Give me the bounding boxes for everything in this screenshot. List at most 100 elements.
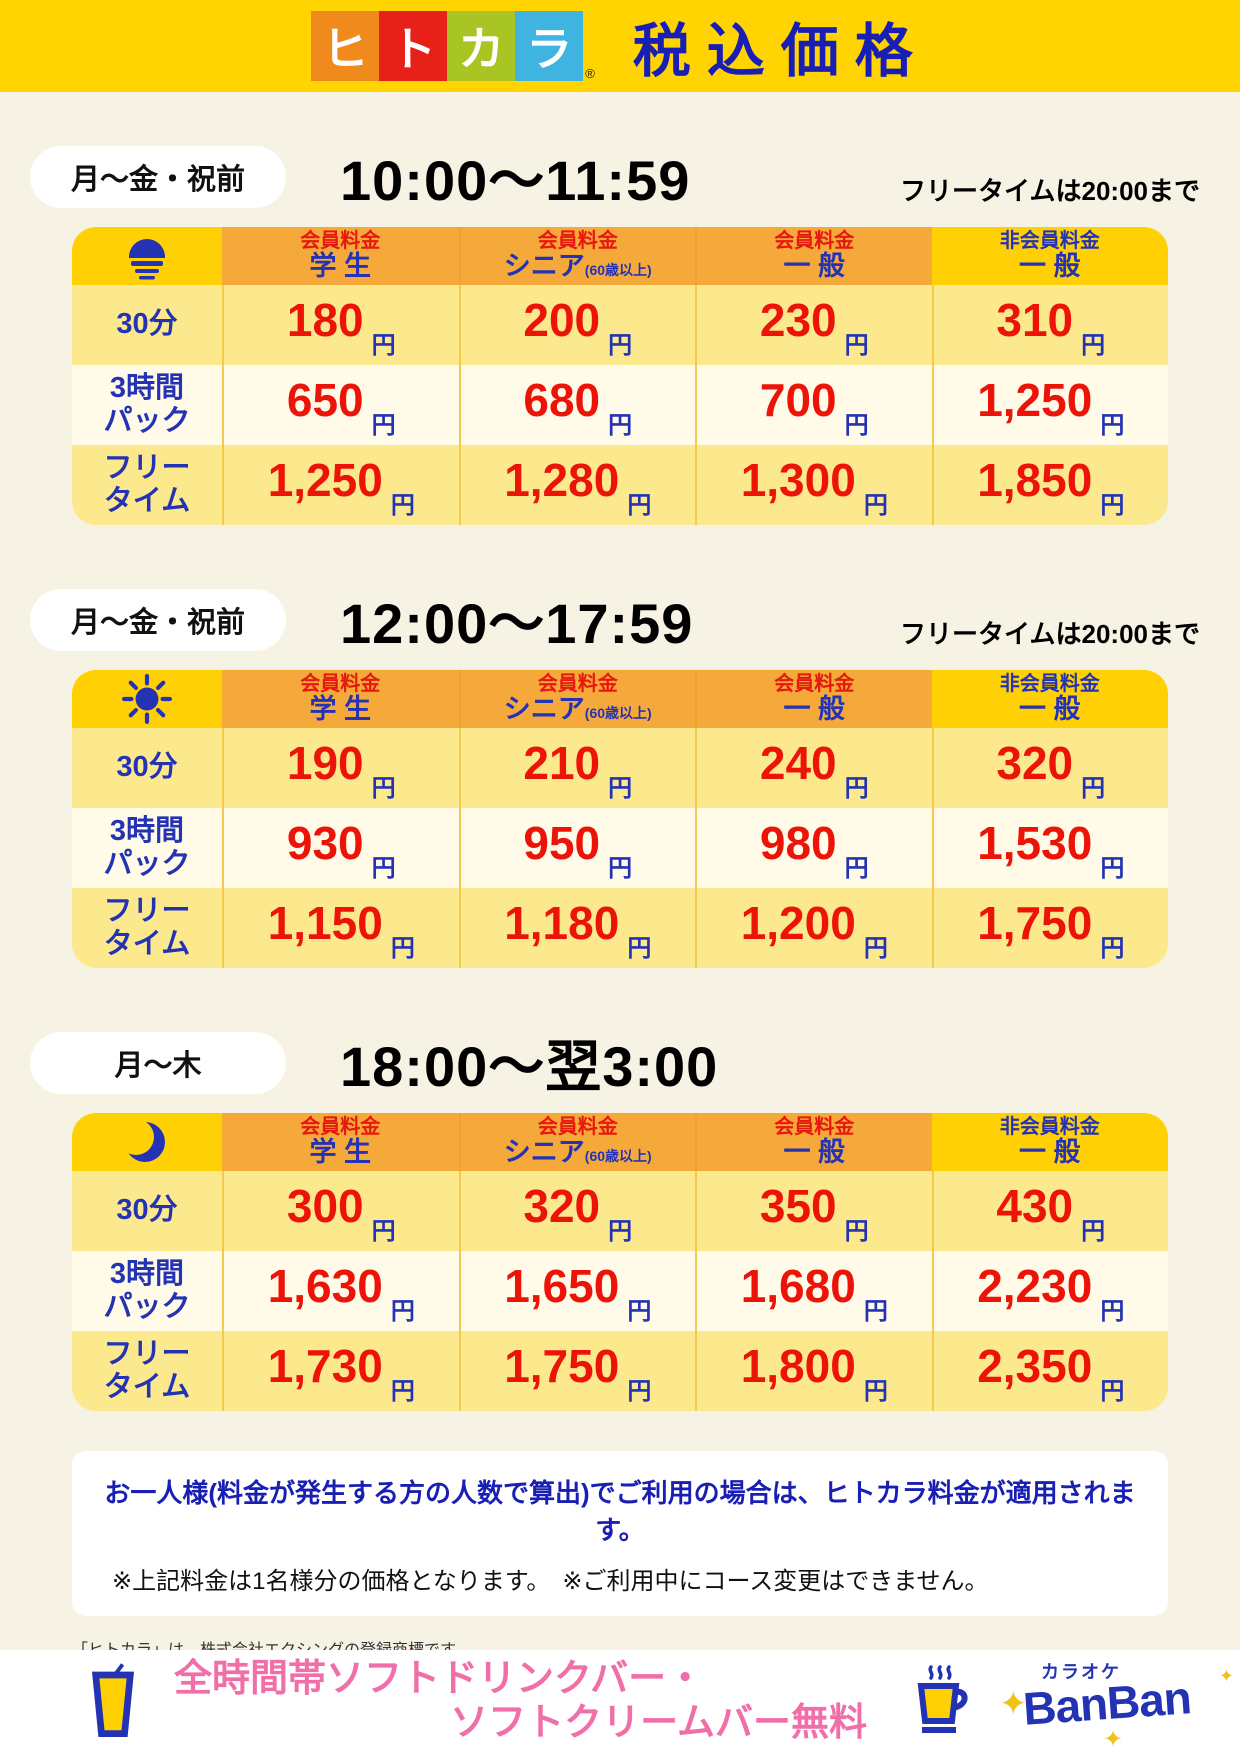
price-cell: 310 円: [931, 285, 1168, 365]
moon-icon: [123, 1119, 165, 1162]
column-header-member-student: 会員料金 学 生: [222, 1113, 459, 1171]
freetime-note: フリータイムは20:00まで: [900, 176, 1200, 206]
price-cell: 1,250 円: [931, 365, 1168, 445]
price-cell: 1,530 円: [931, 808, 1168, 888]
price-cell: 700 円: [695, 365, 932, 445]
period-pill: 月〜金・祝前: [30, 145, 286, 208]
duration-cell: フリー タイム: [72, 445, 222, 525]
sun-icon-cell: [72, 670, 222, 728]
price-cell: 240 円: [695, 728, 932, 808]
period-pill: 月〜金・祝前: [30, 588, 286, 651]
column-header-member-student: 会員料金 学 生: [222, 670, 459, 728]
table-row-freetime: フリー タイム 1,150 円 1,180 円 1,200 円 1,750 円: [72, 888, 1168, 968]
price-cell: 930 円: [222, 808, 459, 888]
price-cell: 1,300 円: [695, 445, 932, 525]
column-header-member-general: 会員料金 一 般: [695, 1113, 932, 1171]
top-band: ヒ ト カ ラ ® 税込価格: [0, 0, 1240, 92]
price-cell: 180 円: [222, 285, 459, 365]
duration-cell: フリー タイム: [72, 1331, 222, 1411]
table-row-3hpack: 3時間 パック 650 円 680 円 700 円 1,250 円: [72, 365, 1168, 445]
price-cell: 300 円: [222, 1171, 459, 1251]
price-cell: 2,230 円: [931, 1251, 1168, 1331]
column-header-member-senior: 会員料金 シニア(60歳以上): [458, 1113, 695, 1171]
price-cell: 2,350 円: [931, 1331, 1168, 1411]
price-cell: 1,850 円: [931, 445, 1168, 525]
page-title: 税込価格: [632, 19, 929, 84]
price-cell: 230 円: [695, 285, 932, 365]
table-row-3hpack: 3時間 パック 930 円 950 円 980 円 1,530 円: [72, 808, 1168, 888]
duration-cell: 3時間 パック: [72, 1251, 222, 1331]
price-cell: 350 円: [695, 1171, 932, 1251]
price-table: 会員料金 学 生 会員料金 シニア(60歳以上) 会員料金 一 般 非会員料金 …: [72, 670, 1168, 968]
column-header-nonmember-general: 非会員料金 一 般: [931, 1113, 1168, 1171]
time-range-title: 10:00〜11:59: [340, 149, 691, 212]
table-row-30min: 30分 300 円 320 円 350 円 430 円: [72, 1171, 1168, 1251]
price-table: 会員料金 学 生 会員料金 シニア(60歳以上) 会員料金 一 般 非会員料金 …: [72, 1113, 1168, 1411]
table-header-row: 会員料金 学 生 会員料金 シニア(60歳以上) 会員料金 一 般 非会員料金 …: [72, 1113, 1168, 1171]
notice-box: お一人様(料金が発生する方の人数で算出)でご利用の場合は、ヒトカラ料金が適用され…: [72, 1451, 1168, 1616]
price-section-morning: 月〜金・祝前 10:00〜11:59 フリータイムは20:00まで 会員料金 学…: [0, 136, 1240, 525]
logo-tile: カ: [447, 11, 516, 81]
banban-logo: カラオケ BanBan ✦ ✦ ✦: [999, 1656, 1240, 1753]
price-cell: 980 円: [695, 808, 932, 888]
price-cell: 1,680 円: [695, 1251, 932, 1331]
hitokara-logo: ヒ ト カ ラ ®: [311, 11, 595, 81]
price-cell: 680 円: [458, 365, 695, 445]
drink-glass-icon: [88, 1662, 138, 1743]
column-header-member-senior: 会員料金 シニア(60歳以上): [458, 227, 695, 285]
column-header-nonmember-general: 非会員料金 一 般: [931, 670, 1168, 728]
banban-karaoke-label: カラオケ: [1041, 1662, 1121, 1682]
price-cell: 1,730 円: [222, 1331, 459, 1411]
column-header-nonmember-general: 非会員料金 一 般: [931, 227, 1168, 285]
period-label: 月〜木: [114, 1049, 202, 1082]
duration-cell: 30分: [72, 285, 222, 365]
period-pill: 月〜木: [30, 1031, 286, 1094]
price-cell: 1,250 円: [222, 445, 459, 525]
section-head: 月〜木 18:00〜翌3:00: [30, 1022, 1200, 1103]
bottom-banner: 全時間帯ソフトドリンクバー・ ソフトクリームバー無料 カラオケ BanBan ✦…: [0, 1650, 1240, 1754]
price-cell: 1,750 円: [458, 1331, 695, 1411]
table-header-row: 会員料金 学 生 会員料金 シニア(60歳以上) 会員料金 一 般 非会員料金 …: [72, 227, 1168, 285]
price-cell: 1,750 円: [931, 888, 1168, 968]
star-icon: ✦: [1218, 1666, 1234, 1686]
sunrise-icon-cell: [72, 227, 222, 285]
price-cell: 1,200 円: [695, 888, 932, 968]
column-header-member-senior: 会員料金 シニア(60歳以上): [458, 670, 695, 728]
price-cell: 950 円: [458, 808, 695, 888]
duration-cell: フリー タイム: [72, 888, 222, 968]
sunrise-icon: [129, 239, 165, 280]
duration-cell: 3時間 パック: [72, 808, 222, 888]
logo-tile: ラ: [515, 11, 584, 81]
table-row-freetime: フリー タイム 1,250 円 1,280 円 1,300 円 1,850 円: [72, 445, 1168, 525]
notice-sub-line: ※上記料金は1名様分の価格となります。 ※ご利用中にコース変更はできません。: [112, 1568, 989, 1595]
notice-main-line: お一人様(料金が発生する方の人数で算出)でご利用の場合は、ヒトカラ料金が適用され…: [104, 1478, 1136, 1545]
price-section-daytime: 月〜金・祝前 12:00〜17:59 フリータイムは20:00まで: [0, 579, 1240, 968]
price-cell: 1,630 円: [222, 1251, 459, 1331]
price-cell: 1,650 円: [458, 1251, 695, 1331]
column-header-member-student: 会員料金 学 生: [222, 227, 459, 285]
star-icon: ✦: [999, 1685, 1028, 1723]
price-cell: 190 円: [222, 728, 459, 808]
duration-cell: 30分: [72, 728, 222, 808]
section-head: 月〜金・祝前 10:00〜11:59 フリータイムは20:00まで: [30, 136, 1200, 217]
free-bar-line2: ソフトクリームバー無料: [450, 1702, 867, 1744]
price-cell: 1,150 円: [222, 888, 459, 968]
free-bar-text: 全時間帯ソフトドリンクバー・ ソフトクリームバー無料: [174, 1658, 873, 1745]
price-cell: 1,180 円: [458, 888, 695, 968]
logo-tile: ト: [379, 11, 448, 81]
table-row-freetime: フリー タイム 1,730 円 1,750 円 1,800 円 2,350 円: [72, 1331, 1168, 1411]
table-row-3hpack: 3時間 パック 1,630 円 1,650 円 1,680 円 2,230 円: [72, 1251, 1168, 1331]
period-label: 月〜金・祝前: [70, 163, 245, 196]
column-header-member-general: 会員料金 一 般: [695, 227, 932, 285]
sun-icon: [122, 674, 172, 724]
table-row-30min: 30分 190 円 210 円 240 円 320 円: [72, 728, 1168, 808]
star-icon: ✦: [1103, 1726, 1124, 1753]
price-cell: 200 円: [458, 285, 695, 365]
price-table: 会員料金 学 生 会員料金 シニア(60歳以上) 会員料金 一 般 非会員料金 …: [72, 227, 1168, 525]
period-label: 月〜金・祝前: [70, 606, 245, 639]
price-cell: 430 円: [931, 1171, 1168, 1251]
price-section-night: 月〜木 18:00〜翌3:00 会員料金 学 生 会員料金: [0, 1022, 1240, 1411]
duration-cell: 3時間 パック: [72, 365, 222, 445]
table-row-30min: 30分 180 円 200 円 230 円 310 円: [72, 285, 1168, 365]
price-cell: 650 円: [222, 365, 459, 445]
